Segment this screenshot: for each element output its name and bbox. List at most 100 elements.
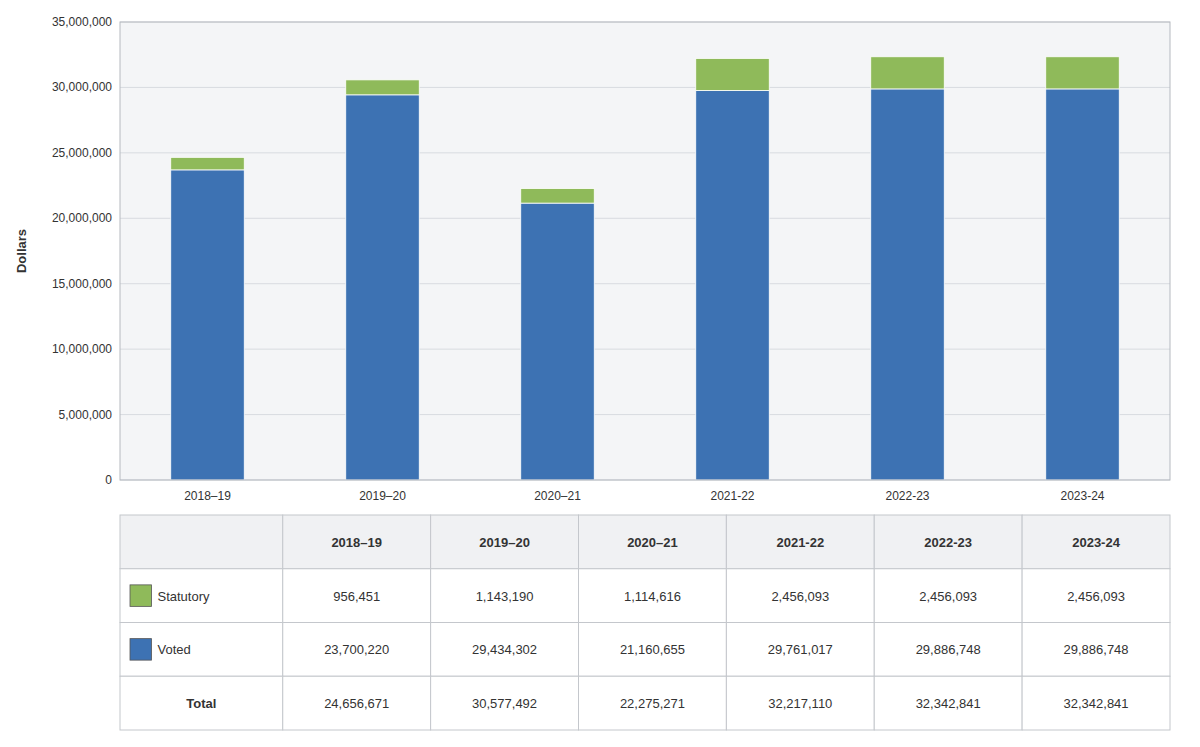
x-tick-label: 2018–19 xyxy=(184,489,231,503)
table-cell xyxy=(283,623,431,677)
table-cell xyxy=(431,623,579,677)
y-tick-label: 35,000,000 xyxy=(52,15,112,29)
grid-line xyxy=(120,283,1170,284)
table-value: 29,761,017 xyxy=(768,642,833,657)
bar-segment xyxy=(521,189,595,204)
grid-line xyxy=(120,218,1170,219)
table-cell xyxy=(579,569,727,623)
grid-line xyxy=(120,87,1170,88)
table-value: 1,114,616 xyxy=(624,589,681,604)
table-value: 23,700,220 xyxy=(324,642,389,657)
grid-line xyxy=(120,349,1170,350)
table-cell xyxy=(431,676,579,730)
y-tick-label: 25,000,000 xyxy=(52,146,112,160)
table-cell xyxy=(1022,569,1170,623)
table-cell xyxy=(120,676,283,730)
table-total: 30,577,492 xyxy=(472,696,537,711)
bar-segment xyxy=(1046,57,1120,89)
table-value: 2,456,093 xyxy=(1067,589,1125,604)
table-cell xyxy=(283,515,431,569)
plot-frame xyxy=(120,22,1170,480)
y-tick-label: 10,000,000 xyxy=(52,342,112,356)
table-cell xyxy=(726,676,874,730)
table-cell xyxy=(1022,676,1170,730)
table-cell xyxy=(431,515,579,569)
chart: 0 5,000,000 10,000,000 15,000,000 20,000,000… xyxy=(0,0,1200,747)
grid-line xyxy=(120,152,1170,153)
x-tick-label: 2021-22 xyxy=(710,489,754,503)
x-tick-label: 2022-23 xyxy=(885,489,929,503)
table-cell xyxy=(874,676,1022,730)
table-header: 2023-24 xyxy=(1072,535,1120,550)
bar-segment xyxy=(1046,89,1120,480)
y-tick-label: 0 xyxy=(105,473,112,487)
table-header: 2021-22 xyxy=(776,535,824,550)
y-tick-label: 5,000,000 xyxy=(59,408,113,422)
table-value: 2,456,093 xyxy=(771,589,829,604)
bar-segment xyxy=(696,58,770,90)
table-header: 2019–20 xyxy=(479,535,530,550)
table-value: 29,434,302 xyxy=(472,642,537,657)
x-axis: 2018–19 2019–20 2020–21 2021-22 2022-23 2023-… xyxy=(184,489,1105,503)
table-cell xyxy=(579,676,727,730)
table-total: 22,275,271 xyxy=(620,696,685,711)
table-value: 21,160,655 xyxy=(620,642,685,657)
table-cell xyxy=(120,623,283,677)
bar-segment xyxy=(871,57,945,89)
table-cell xyxy=(283,676,431,730)
bar-segment xyxy=(871,89,945,480)
x-tick-label: 2023-24 xyxy=(1060,489,1104,503)
table-total: 32,342,841 xyxy=(916,696,981,711)
y-grid xyxy=(120,22,1170,480)
table-cell xyxy=(579,515,727,569)
y-tick-label: 15,000,000 xyxy=(52,277,112,291)
table-header: 2018–19 xyxy=(331,535,382,550)
legend-swatch xyxy=(130,585,152,607)
legend-entry: Statutory xyxy=(158,589,211,604)
table-value: 956,451 xyxy=(333,589,380,604)
y-axis-label: Dollars xyxy=(14,229,29,273)
table-cell xyxy=(726,515,874,569)
table-cell xyxy=(283,569,431,623)
table-total: 32,217,110 xyxy=(768,696,832,711)
table-cell xyxy=(726,623,874,677)
bar-segment xyxy=(521,203,595,480)
table-row-label: Total xyxy=(186,696,216,711)
legend-entry: Voted xyxy=(158,642,191,657)
table-header: 2020–21 xyxy=(627,535,678,550)
table-value: 29,886,748 xyxy=(1064,642,1129,657)
table-header: 2022-23 xyxy=(924,535,972,550)
bar-segment xyxy=(171,170,245,480)
bar-segment xyxy=(171,157,245,170)
x-tick-label: 2020–21 xyxy=(534,489,581,503)
plot-area xyxy=(120,22,1170,480)
table-cell xyxy=(120,569,283,623)
table-cell xyxy=(726,569,874,623)
table-cell xyxy=(431,569,579,623)
table-total: 24,656,671 xyxy=(324,696,389,711)
table-cell xyxy=(579,623,727,677)
table-cell xyxy=(120,515,283,569)
table-value: 2,456,093 xyxy=(919,589,977,604)
table-cell xyxy=(1022,515,1170,569)
series xyxy=(171,57,1120,203)
data-table: 2018–19 2019–20 2020–21 2021-22 2022-23 2023-… xyxy=(120,515,1170,730)
y-tick-label: 20,000,000 xyxy=(52,211,112,225)
series xyxy=(171,89,1120,480)
bar-segment xyxy=(346,80,420,95)
y-tick-label: 30,000,000 xyxy=(52,80,112,94)
legend-swatch xyxy=(130,639,152,661)
grid-line xyxy=(120,414,1170,415)
bars xyxy=(171,57,1120,480)
x-tick-label: 2019–20 xyxy=(359,489,406,503)
y-axis: 0 5,000,000 10,000,000 15,000,000 20,000,000… xyxy=(52,15,112,487)
table-cell xyxy=(874,623,1022,677)
table-cell xyxy=(1022,623,1170,677)
table-cell xyxy=(874,515,1022,569)
table-value: 1,143,190 xyxy=(476,589,534,604)
table-total: 32,342,841 xyxy=(1064,696,1129,711)
bar-segment xyxy=(696,91,770,480)
table-value: 29,886,748 xyxy=(916,642,981,657)
bar-segment xyxy=(346,95,420,480)
table-cell xyxy=(874,569,1022,623)
